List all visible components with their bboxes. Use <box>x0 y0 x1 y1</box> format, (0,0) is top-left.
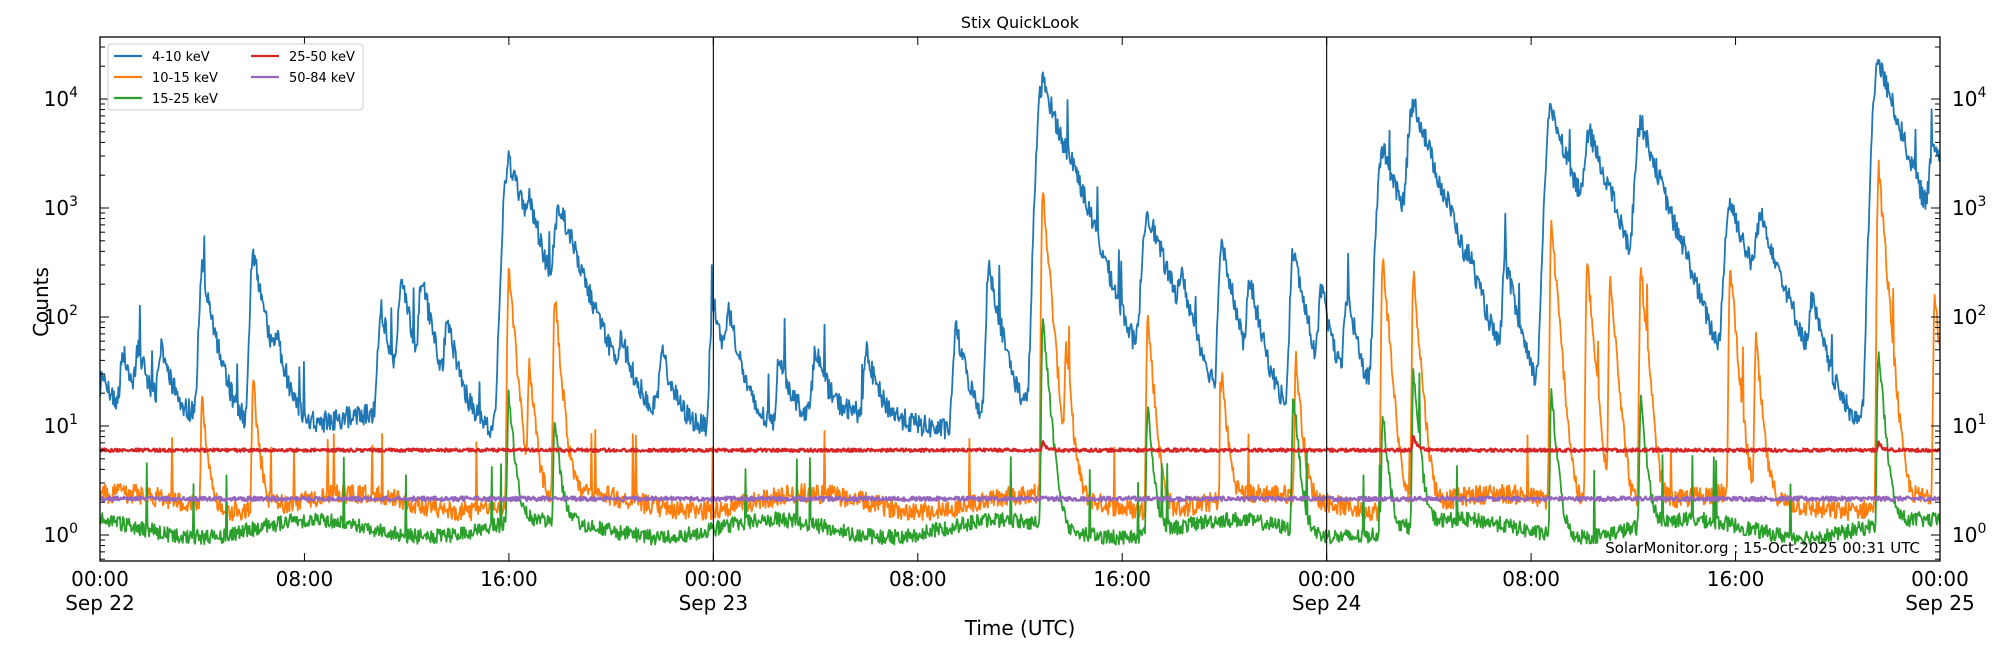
y-tick-label-right: 102 <box>1952 303 1986 329</box>
y-tick-label-right: 104 <box>1952 85 1986 111</box>
series-line-4-10-kev <box>100 58 1940 440</box>
x-tick-date-label: Sep 24 <box>1292 591 1362 615</box>
y-tick-label-left: 100 <box>44 521 78 547</box>
x-tick-date-label: Sep 23 <box>679 591 749 615</box>
series-line-50-84-kev <box>100 495 1940 503</box>
y-tick-label-right: 101 <box>1952 412 1986 438</box>
series-line-10-15-kev <box>100 159 1940 522</box>
x-tick-time-label: 08:00 <box>276 567 334 591</box>
x-tick-time-label: 00:00 <box>1298 567 1356 591</box>
y-axis: 100 100 101 101 102 102 103 103 104 104 <box>44 46 1986 560</box>
plot-frame <box>99 36 1941 562</box>
day-dividers <box>712 37 1328 561</box>
legend-label: 10-15 keV <box>152 71 218 86</box>
legend-box <box>107 43 364 111</box>
x-tick-date-label: Sep 25 <box>1905 591 1975 615</box>
x-tick-time-label: 16:00 <box>1093 567 1151 591</box>
y-tick-label-left: 104 <box>44 85 78 111</box>
series-line-25-50-kev <box>100 434 1940 453</box>
series-layer <box>100 58 1940 546</box>
x-tick-time-label: 08:00 <box>1502 567 1560 591</box>
legend-label: 50-84 keV <box>289 71 355 86</box>
x-tick-time-label: 16:00 <box>480 567 538 591</box>
legend-label: 25-50 keV <box>289 50 355 65</box>
y-tick-label-right: 100 <box>1952 521 1986 547</box>
watermark-text: SolarMonitor.org : 15-Oct-2025 00:31 UTC <box>1605 539 1920 557</box>
x-tick-time-label: 16:00 <box>1707 567 1765 591</box>
x-tick-time-label: 00:00 <box>685 567 743 591</box>
x-tick-time-label: 00:00 <box>71 567 129 591</box>
y-tick-label-left: 103 <box>44 194 78 220</box>
y-tick-label-left: 101 <box>44 412 78 438</box>
y-tick-label-right: 103 <box>1952 194 1986 220</box>
legend-label: 15-25 keV <box>152 92 218 107</box>
y-tick-label-left: 102 <box>44 303 78 329</box>
series-line-15-25-kev <box>100 318 1940 546</box>
x-tick-time-label: 08:00 <box>889 567 947 591</box>
y-axis-label: Counts <box>29 267 53 337</box>
chart-title: Stix QuickLook <box>961 13 1080 32</box>
legend-label: 4-10 keV <box>152 50 210 65</box>
x-tick-time-label: 00:00 <box>1911 567 1969 591</box>
x-tick-date-label: Sep 22 <box>65 591 135 615</box>
legend: 4-10 keV 10-15 keV 15-25 keV 25-50 keV 50-84… <box>107 43 364 111</box>
x-axis-label: Time (UTC) <box>964 616 1076 640</box>
